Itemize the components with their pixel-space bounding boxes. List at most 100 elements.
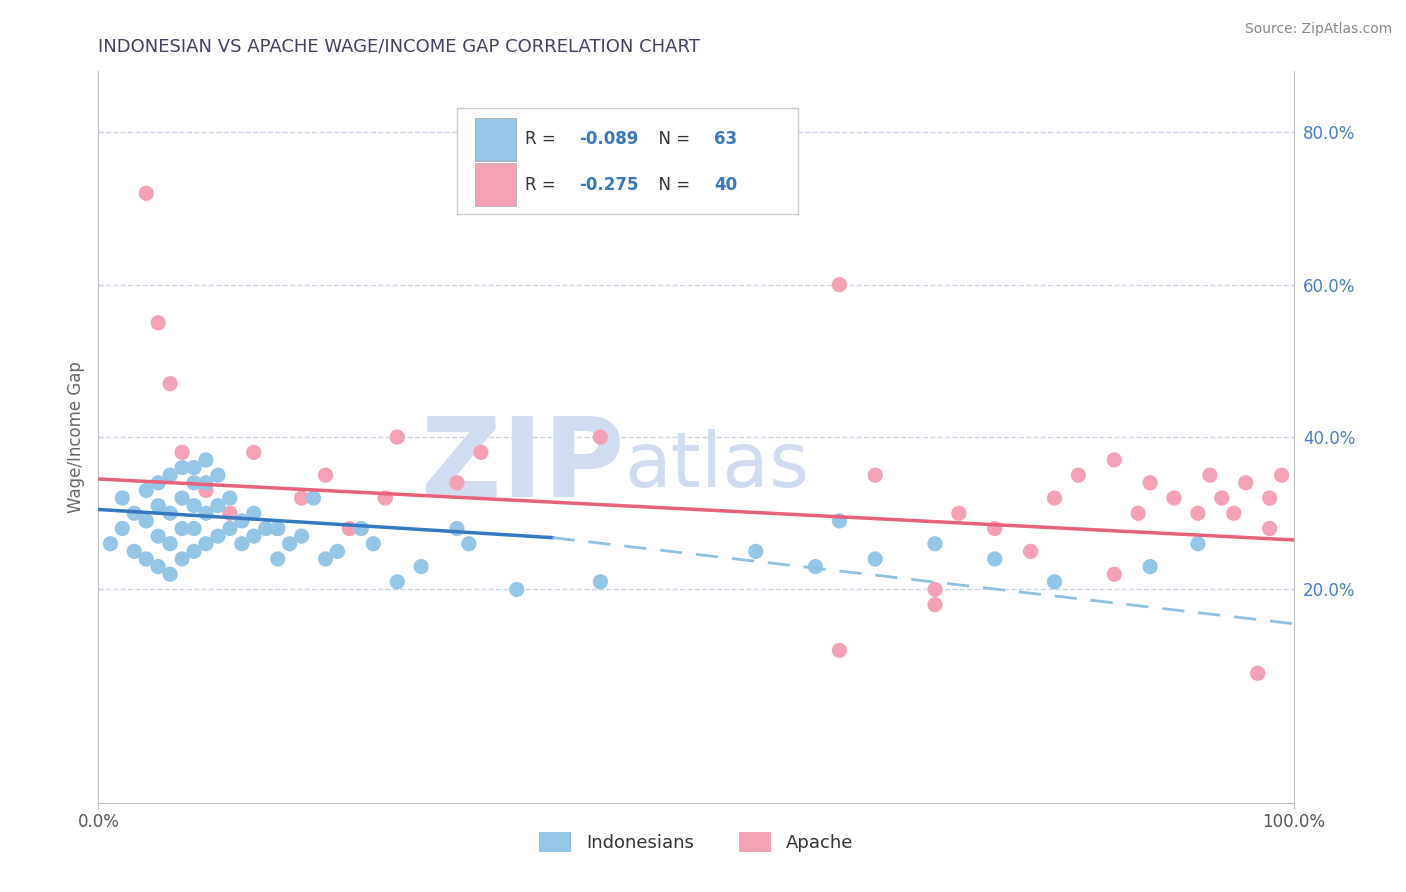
Point [219,506,242,520]
Point [195,506,218,520]
Point [1258,521,1281,535]
Point [172,491,194,505]
Point [159,376,181,391]
Point [195,483,218,498]
Point [506,582,529,597]
Point [267,521,290,535]
Point [148,529,170,543]
Point [159,537,181,551]
Point [267,521,290,535]
Point [828,277,851,292]
Point [745,544,768,558]
Point [231,537,253,551]
Point [172,552,194,566]
Point [1223,506,1246,520]
FancyBboxPatch shape [475,163,516,206]
Text: N =: N = [648,176,696,194]
Point [984,552,1007,566]
Point [195,453,218,467]
Point [254,521,277,535]
Point [207,499,229,513]
Point [291,529,314,543]
Text: N =: N = [648,130,696,148]
Text: Source: ZipAtlas.com: Source: ZipAtlas.com [1244,22,1392,37]
Point [326,544,349,558]
Point [1104,453,1126,467]
Point [865,552,887,566]
Point [1067,468,1090,483]
Point [446,521,468,535]
Point [470,445,492,459]
Point [159,468,181,483]
Point [1163,491,1185,505]
Point [828,514,851,528]
Point [148,499,170,513]
Point [148,316,170,330]
Point [278,537,301,551]
Point [924,598,946,612]
Point [98,537,122,551]
Point [315,552,337,566]
Text: R =: R = [524,176,561,194]
Point [302,491,325,505]
Point [1271,468,1294,483]
Point [1211,491,1233,505]
Point [183,544,205,558]
Point [865,468,887,483]
Point [315,468,337,483]
Point [1128,506,1150,520]
Text: 40: 40 [714,176,737,194]
Point [207,468,229,483]
Text: -0.089: -0.089 [579,130,638,148]
Point [374,491,396,505]
Point [148,475,170,490]
Point [111,491,134,505]
Point [135,483,157,498]
Point [411,559,433,574]
Point [1104,567,1126,582]
Point [159,567,181,582]
Point [1139,475,1161,490]
Y-axis label: Wage/Income Gap: Wage/Income Gap [66,361,84,513]
Point [195,475,218,490]
Point [124,506,146,520]
Point [1234,475,1257,490]
Point [385,430,409,444]
Legend: Indonesians, Apache: Indonesians, Apache [531,824,860,860]
FancyBboxPatch shape [475,118,516,161]
Point [1043,491,1066,505]
Point [183,499,205,513]
Point [195,537,218,551]
Point [243,506,266,520]
Point [589,574,612,589]
Point [124,544,146,558]
Point [159,506,181,520]
Point [1258,491,1281,505]
Point [1187,506,1209,520]
Point [1139,559,1161,574]
Point [183,521,205,535]
Point [984,521,1007,535]
Point [111,521,134,535]
Point [339,521,361,535]
Point [172,521,194,535]
Text: INDONESIAN VS APACHE WAGE/INCOME GAP CORRELATION CHART: INDONESIAN VS APACHE WAGE/INCOME GAP COR… [98,38,700,56]
Point [135,186,157,201]
Point [1043,574,1066,589]
Point [948,506,970,520]
Point [385,574,409,589]
Point [135,514,157,528]
FancyBboxPatch shape [457,108,797,214]
Text: atlas: atlas [624,429,808,503]
Point [183,460,205,475]
Point [1199,468,1222,483]
Point [183,475,205,490]
Point [458,537,481,551]
Point [924,582,946,597]
Point [291,491,314,505]
Point [135,552,157,566]
Point [172,445,194,459]
Point [172,460,194,475]
Text: R =: R = [524,130,561,148]
Point [363,537,385,551]
